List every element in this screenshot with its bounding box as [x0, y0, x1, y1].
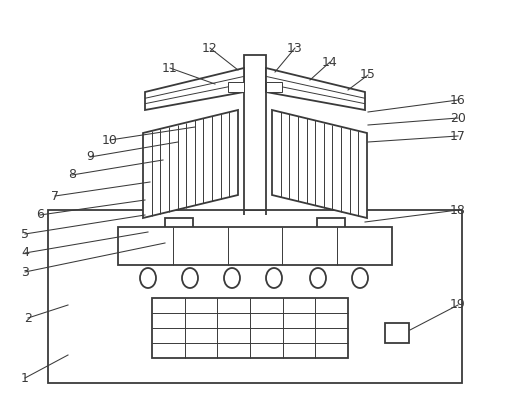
Ellipse shape — [223, 268, 240, 288]
Ellipse shape — [309, 268, 325, 288]
Text: 15: 15 — [359, 68, 375, 82]
Bar — [243, 55, 266, 210]
Ellipse shape — [182, 268, 197, 288]
Polygon shape — [271, 110, 366, 218]
Text: 2: 2 — [24, 312, 32, 324]
Bar — [152, 298, 347, 358]
Ellipse shape — [351, 268, 367, 288]
Text: 14: 14 — [322, 55, 337, 68]
Text: 5: 5 — [21, 228, 29, 240]
Text: 10: 10 — [102, 133, 118, 146]
Text: 12: 12 — [202, 41, 217, 55]
Ellipse shape — [266, 268, 281, 288]
Bar — [165, 218, 192, 236]
Ellipse shape — [140, 268, 156, 288]
Text: 3: 3 — [21, 265, 29, 279]
Bar — [48, 210, 461, 383]
Text: 8: 8 — [68, 168, 76, 181]
Text: 13: 13 — [287, 41, 302, 55]
Polygon shape — [143, 110, 238, 218]
Bar — [313, 236, 348, 243]
Text: 18: 18 — [449, 203, 465, 217]
Text: 11: 11 — [162, 62, 178, 74]
Bar — [161, 236, 196, 243]
Text: 16: 16 — [449, 94, 465, 107]
Text: 9: 9 — [86, 150, 94, 164]
Text: 1: 1 — [21, 371, 29, 384]
Text: 19: 19 — [449, 298, 465, 312]
Text: 20: 20 — [449, 111, 465, 125]
Bar — [228, 82, 243, 92]
Bar — [384, 323, 408, 343]
Bar — [317, 218, 344, 236]
Bar — [266, 82, 281, 92]
Text: 6: 6 — [36, 209, 44, 222]
Text: 7: 7 — [51, 189, 59, 203]
Polygon shape — [266, 68, 364, 110]
Bar — [118, 227, 391, 265]
Text: 4: 4 — [21, 246, 29, 259]
Text: 17: 17 — [449, 129, 465, 142]
Polygon shape — [145, 68, 243, 110]
